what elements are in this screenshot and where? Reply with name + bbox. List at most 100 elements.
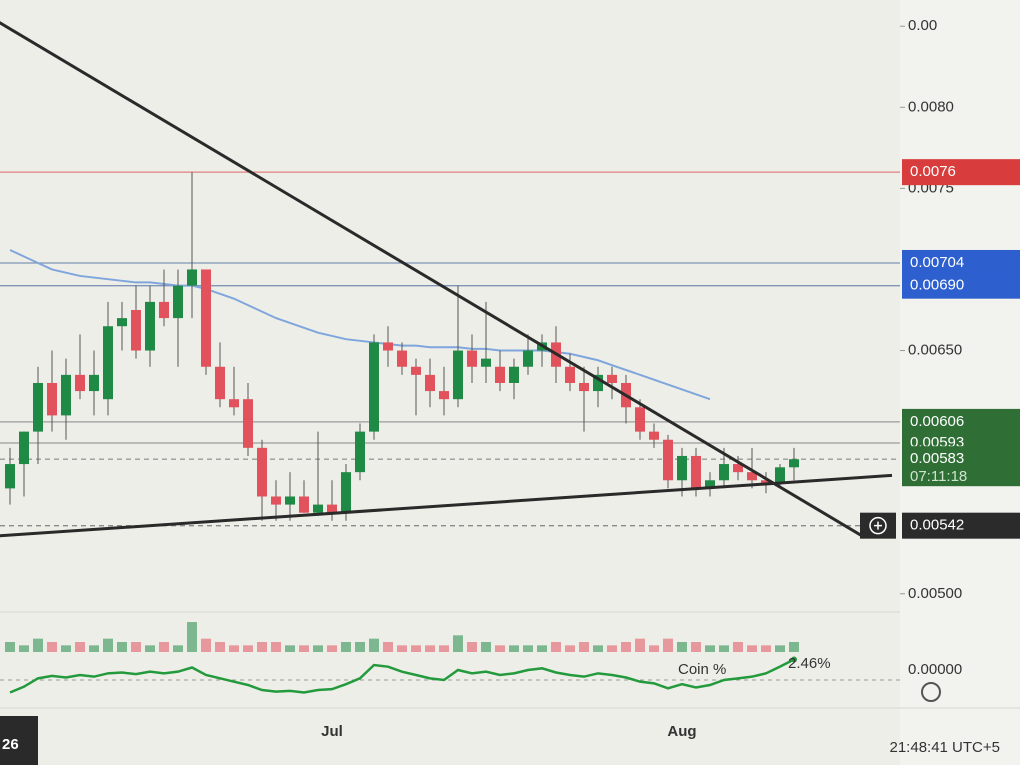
candle-body	[229, 399, 239, 408]
candle-body	[341, 472, 351, 513]
volume-bar	[145, 645, 155, 652]
candle-body	[439, 391, 449, 400]
candle-body	[663, 439, 673, 481]
volume-bar	[677, 642, 687, 652]
volume-bar	[103, 638, 113, 652]
volume-bar	[551, 642, 561, 652]
date-tag	[0, 716, 38, 765]
volume-bar	[439, 645, 449, 652]
candle-body	[383, 342, 393, 351]
price-label-box	[902, 272, 1020, 299]
volume-bar	[621, 642, 631, 652]
candle-body	[691, 455, 701, 489]
volume-bar	[243, 645, 253, 652]
volume-bar	[649, 645, 659, 652]
add-button-plus	[874, 521, 882, 530]
candle-body	[761, 480, 771, 484]
volume-bar	[89, 645, 99, 652]
trendline	[0, 473, 893, 538]
volume-bar	[509, 645, 519, 652]
volume-bar	[397, 645, 407, 652]
volume-bar	[201, 638, 211, 652]
volume-bar	[173, 645, 183, 652]
volume-bar	[61, 645, 71, 652]
price-label: 0.00542	[910, 517, 964, 534]
candle-body	[243, 399, 253, 448]
candle-body	[733, 464, 743, 473]
add-button-icon	[869, 516, 887, 535]
volume-bar	[5, 642, 15, 652]
candle-body	[159, 301, 169, 319]
price-label: 0.0076	[910, 163, 956, 180]
candle-body	[593, 374, 603, 392]
add-alert-button[interactable]	[860, 512, 896, 539]
candle-body	[355, 431, 365, 473]
volume-bar	[19, 645, 29, 652]
candle-body	[33, 382, 43, 432]
settings-icon[interactable]	[921, 682, 941, 702]
candle-body	[187, 269, 197, 286]
candle-body	[579, 382, 589, 392]
volume-bar	[425, 645, 435, 652]
candle-body	[75, 374, 85, 392]
volume-bar	[481, 642, 491, 652]
candle-body	[313, 504, 323, 513]
volume-bar	[691, 642, 701, 652]
volume-bar	[733, 642, 743, 652]
volume-bar	[159, 642, 169, 652]
candle-body	[747, 472, 757, 481]
volume-bar	[33, 638, 43, 652]
candle-body	[705, 480, 715, 489]
candle-body	[775, 467, 785, 484]
oscillator-value-dot	[791, 656, 797, 663]
volume-bar	[369, 638, 379, 652]
candle-body	[411, 366, 421, 375]
x-tick-label: Jul	[321, 723, 343, 740]
candle-body	[467, 350, 477, 367]
candle-body	[523, 350, 533, 367]
price-label: 0.00690	[910, 277, 964, 294]
volume-bar	[453, 635, 463, 652]
price-label: 0.00583	[910, 450, 964, 467]
volume-bar	[131, 642, 141, 652]
volume-bar	[747, 645, 757, 652]
volume-bar	[215, 642, 225, 652]
moving-average	[9, 249, 711, 401]
candle-body	[495, 366, 505, 383]
candle-body	[425, 374, 435, 392]
candle-body	[565, 366, 575, 383]
oscillator-value: 2.46%	[788, 655, 831, 672]
candle-body	[607, 374, 617, 383]
volume-bar	[229, 645, 239, 652]
volume-bar	[537, 645, 547, 652]
candle-body	[635, 407, 645, 432]
candle-body	[5, 464, 15, 489]
candle-body	[131, 310, 141, 351]
volume-bar	[579, 642, 589, 652]
price-label: 0.00704	[910, 254, 964, 271]
candle-body	[299, 496, 309, 513]
candle-body	[145, 301, 155, 351]
candle-body	[369, 342, 379, 432]
volume-bar	[705, 645, 715, 652]
volume-bar	[341, 642, 351, 652]
candle-body	[789, 459, 799, 468]
oscillator-name: Coin %	[678, 661, 726, 678]
volume-bar	[411, 645, 421, 652]
candle-body	[397, 350, 407, 367]
price-axis-bg	[900, 0, 1020, 765]
candle-body	[481, 358, 491, 367]
trendline	[0, 21, 865, 539]
candle-body	[285, 496, 295, 505]
volume-bar	[593, 645, 603, 652]
volume-bar	[565, 645, 575, 652]
volume-bar	[285, 645, 295, 652]
candle-body	[103, 326, 113, 400]
volume-bar	[523, 645, 533, 652]
candle-body	[271, 496, 281, 505]
countdown: 07:11:18	[910, 468, 967, 485]
candle-body	[453, 350, 463, 400]
